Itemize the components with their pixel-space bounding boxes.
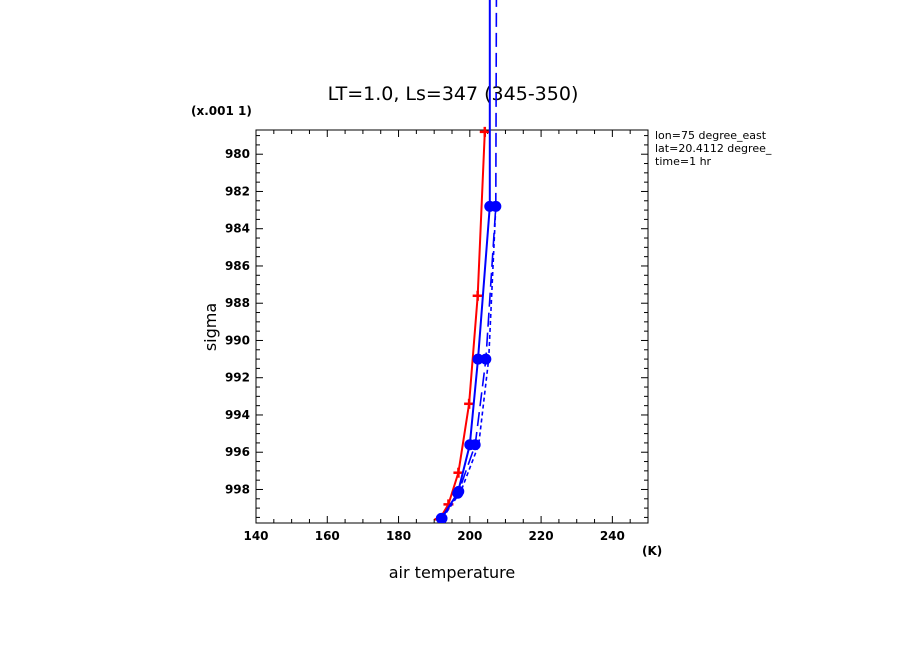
- series-point: [453, 467, 464, 478]
- y-tick-label: 980: [225, 147, 250, 161]
- series-point: [436, 512, 448, 523]
- series-point: [472, 290, 483, 301]
- data-series: [434, 0, 502, 523]
- x-tick-label: 160: [315, 529, 340, 543]
- series-line-4: [441, 206, 497, 519]
- y-tick-label: 984: [225, 222, 250, 236]
- y-tick-label: 998: [225, 482, 250, 496]
- series-line-2: [440, 0, 491, 519]
- series-point: [464, 398, 475, 409]
- y-tick-label: 988: [225, 296, 250, 310]
- x-tick-label: 200: [457, 529, 482, 543]
- y-tick-label: 990: [225, 333, 250, 347]
- y-tick-label: 986: [225, 259, 250, 273]
- x-tick-label: 240: [600, 529, 625, 543]
- x-tick-label: 180: [386, 529, 411, 543]
- annotation-lon: lon=75 degree_east: [655, 129, 767, 142]
- chart-title: LT=1.0, Ls=347 (345-350): [328, 83, 579, 105]
- series-point: [479, 126, 490, 137]
- y-tick-label: 994: [225, 408, 250, 422]
- x-tick-label: 220: [529, 529, 554, 543]
- x-axis-label: air temperature: [389, 563, 515, 582]
- y-axis-label: sigma: [201, 303, 220, 351]
- x-unit-label: (K): [642, 544, 662, 558]
- y-scale-note: (x.001 1): [191, 104, 252, 118]
- y-tick-label: 992: [225, 371, 250, 385]
- axis-ticks: 140 160 180 200 220 240 980 982 984 986 988 990 992 9…: [225, 130, 649, 543]
- annotation-lat: lat=20.4112 degree_: [655, 142, 772, 155]
- y-tick-label: 996: [225, 445, 250, 459]
- plot-frame: [255, 129, 649, 524]
- x-tick-label: 140: [243, 529, 268, 543]
- y-tick-label: 982: [225, 184, 250, 198]
- series-line-1: [438, 131, 486, 520]
- annotation-time: time=1 hr: [655, 155, 712, 168]
